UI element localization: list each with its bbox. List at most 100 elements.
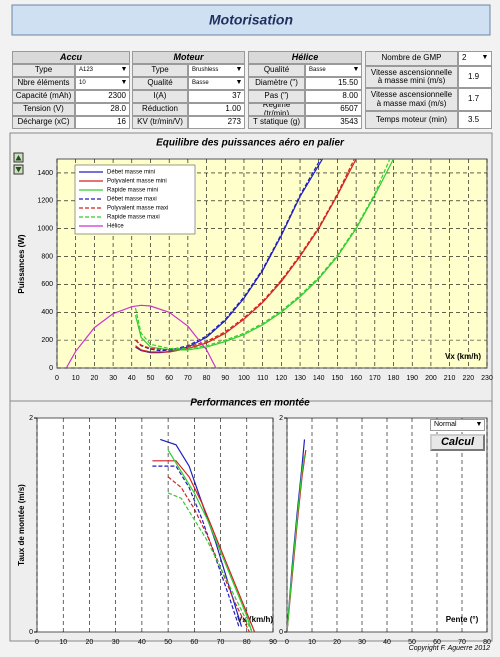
field-label: Pas (") <box>248 90 305 103</box>
y-tick-label: 1200 <box>37 198 53 205</box>
calc-button[interactable]: Calcul <box>430 434 485 451</box>
x-tick-label: 220 <box>462 375 474 382</box>
field-label: Type <box>12 64 75 77</box>
dropdown-arrow[interactable]: ▼ <box>120 66 128 73</box>
field-label: I(A) <box>132 90 188 103</box>
y-tick-label: 1000 <box>37 226 53 233</box>
x-tick-label: 110 <box>257 375 268 382</box>
legend-label: Polyvalent masse maxi <box>107 206 168 212</box>
legend-label: Débet masse mini <box>107 170 155 176</box>
field-label: Capacité (mAh) <box>12 90 75 103</box>
arrow-icon <box>15 155 22 161</box>
field-label: Qualité <box>132 77 188 90</box>
field-label: Temps moteur (min) <box>365 111 458 129</box>
field-value: 3.5 <box>458 111 492 129</box>
series-line <box>134 159 391 350</box>
x-tick-label: 90 <box>221 375 229 382</box>
field-label: Vitesse ascensionnelle à masse maxi (m/s… <box>365 88 458 111</box>
y-tick-label: 200 <box>41 337 53 344</box>
dropdown-arrow[interactable]: ▼ <box>235 66 243 73</box>
series-line <box>135 159 357 353</box>
x-tick-label: 40 <box>138 639 146 646</box>
y-tick-label: 0 <box>279 629 283 636</box>
field-label: Diamètre (") <box>248 77 305 90</box>
panel-header: Moteur <box>132 51 245 64</box>
series-line <box>167 492 253 632</box>
dropdown-arrow[interactable]: ▼ <box>352 66 360 73</box>
x-tick-label: 30 <box>109 375 117 382</box>
y-tick-label: 400 <box>41 309 53 316</box>
x-tick-label: 70 <box>184 375 192 382</box>
field-label: T statique (g) <box>248 116 305 129</box>
y-tick-label: 1400 <box>37 170 53 177</box>
x-tick-label: 190 <box>406 375 418 382</box>
x-tick-label: 10 <box>72 375 80 382</box>
mode-dropdown[interactable]: Normal <box>430 419 485 431</box>
dropdown-arrow[interactable]: ▼ <box>235 79 243 86</box>
chart-title: Equilibre des puissances aéro en palier <box>156 138 345 149</box>
x-tick-label: 60 <box>433 639 441 646</box>
series-line <box>287 455 306 632</box>
dropdown[interactable]: 2 <box>458 51 492 66</box>
x-tick-label: 0 <box>285 639 289 646</box>
field-value: 2300 <box>75 90 130 103</box>
field-label: Décharge (xC) <box>12 116 75 129</box>
x-tick-label: 70 <box>217 639 225 646</box>
x-tick-label: 0 <box>35 639 39 646</box>
x-tick-label: 50 <box>408 639 416 646</box>
field-value: 1.9 <box>458 66 492 88</box>
legend-label: Hélice <box>107 224 124 230</box>
legend-label: Rapide masse mini <box>107 188 158 194</box>
x-axis-label: Pente (°) <box>446 615 479 624</box>
panel-header: Hélice <box>248 51 362 64</box>
series-line <box>135 159 324 354</box>
field-value: 3543 <box>305 116 362 129</box>
title-box <box>11 4 491 36</box>
x-tick-label: 60 <box>190 639 198 646</box>
x-tick-label: 30 <box>358 639 366 646</box>
y-tick-label: 2 <box>29 415 33 422</box>
y-tick-label: 0 <box>29 629 33 636</box>
x-tick-label: 40 <box>383 639 391 646</box>
field-label: Nombre de GMP <box>365 51 458 66</box>
dropdown-arrow[interactable]: ▼ <box>120 79 128 86</box>
dropdown[interactable]: Basse <box>188 77 245 90</box>
dropdown-arrow[interactable]: ▼ <box>475 421 483 428</box>
field-label: KV (tr/min/V) <box>132 116 188 129</box>
field-label: Vitesse ascensionnelle à masse mini (m/s… <box>365 66 458 88</box>
series-line <box>135 159 355 351</box>
field-label: Réduction <box>132 103 188 116</box>
x-tick-label: 20 <box>90 375 98 382</box>
series-line <box>152 460 256 632</box>
y-tick-label: 0 <box>49 365 53 372</box>
x-tick-label: 130 <box>294 375 306 382</box>
series-line <box>167 449 253 632</box>
x-tick-label: 120 <box>276 375 288 382</box>
x-tick-label: 170 <box>369 375 381 382</box>
series-line <box>152 465 240 627</box>
plot-area <box>36 417 274 633</box>
dropdown[interactable]: Brushless <box>188 64 245 77</box>
field-value: 15.50 <box>305 77 362 90</box>
x-tick-label: 80 <box>203 375 211 382</box>
x-tick-label: 150 <box>332 375 344 382</box>
field-value: 16 <box>75 116 130 129</box>
x-tick-label: 80 <box>243 639 251 646</box>
dropdown[interactable]: A123 <box>75 64 130 77</box>
dropdown[interactable]: Basse <box>305 64 362 77</box>
x-tick-label: 160 <box>350 375 362 382</box>
x-tick-label: 180 <box>388 375 400 382</box>
x-tick-label: 30 <box>112 639 120 646</box>
legend-label: Rapide masse maxi <box>107 215 160 221</box>
series-line <box>167 476 250 632</box>
x-tick-label: 140 <box>313 375 325 382</box>
x-tick-label: 50 <box>164 639 172 646</box>
chart-title: Performances en montée <box>190 398 310 409</box>
page-title: Motorisation <box>209 12 293 28</box>
y-tick-label: 2 <box>279 415 283 422</box>
field-label: Régime (tr/min) <box>248 103 305 116</box>
field-value: 1.7 <box>458 88 492 111</box>
dropdown[interactable]: 10 <box>75 77 130 90</box>
dropdown-arrow[interactable]: ▼ <box>481 54 489 61</box>
series-line <box>65 304 217 368</box>
